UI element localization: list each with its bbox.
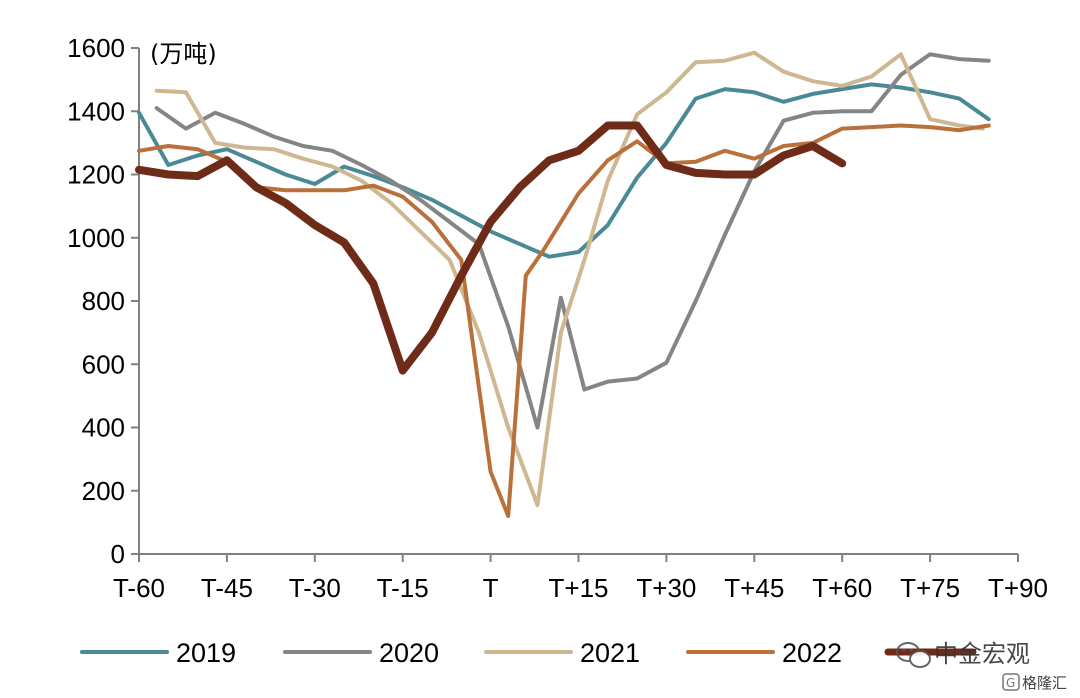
corner-watermark: G 格隆汇 [1002,673,1067,692]
x-tick-label: T [483,573,499,603]
y-tick-label: 200 [82,476,125,506]
corner-watermark-text: 格隆汇 [1022,674,1067,692]
x-tick-label: T-45 [201,573,253,603]
series-line-2022 [137,123,991,518]
x-tick-label: T+90 [988,573,1048,603]
x-tick-label: T+15 [549,573,609,603]
legend: 2019 2020 2021 2022 [80,638,977,668]
x-tick-label: T+45 [724,573,784,603]
legend-label-2020: 2020 [379,638,439,668]
series-layer [135,50,991,518]
y-tick-label: 1200 [67,160,125,190]
y-tick-label: 600 [82,349,125,379]
watermark-text: 中金宏观 [934,640,1030,668]
y-unit-label: (万吨) [150,40,217,68]
series-line-2021 [154,50,985,507]
x-tick-label: T-30 [289,573,341,603]
x-tick-label: T+60 [812,573,872,603]
y-tick-label: 1000 [67,223,125,253]
wechat-icon [896,642,931,668]
y-tick-label: 0 [111,539,125,569]
x-tick-label: T-60 [113,573,165,603]
axes [131,47,1019,562]
x-tick-label: T+75 [900,573,960,603]
tick-labels: 0 200 400 600 800 1000 1200 1400 1600 T-60 T-45 T-3… [67,33,1048,603]
series-line-2020 [154,52,991,430]
y-tick-label: 1400 [67,96,125,126]
series-line-2023 [135,121,847,375]
legend-label-2019: 2019 [176,638,236,668]
series-line-2019 [137,82,991,259]
y-tick-label: 400 [82,413,125,443]
x-tick-label: T-15 [377,573,429,603]
svg-text:G: G [1006,676,1015,690]
x-tick-label: T+30 [636,573,696,603]
watermark: 中金宏观 [896,640,1030,668]
y-tick-label: 800 [82,286,125,316]
legend-label-2022: 2022 [782,638,842,668]
gelonghui-logo-icon: G [1002,673,1020,691]
y-tick-label: 1600 [67,33,125,63]
legend-label-2021: 2021 [580,638,640,668]
